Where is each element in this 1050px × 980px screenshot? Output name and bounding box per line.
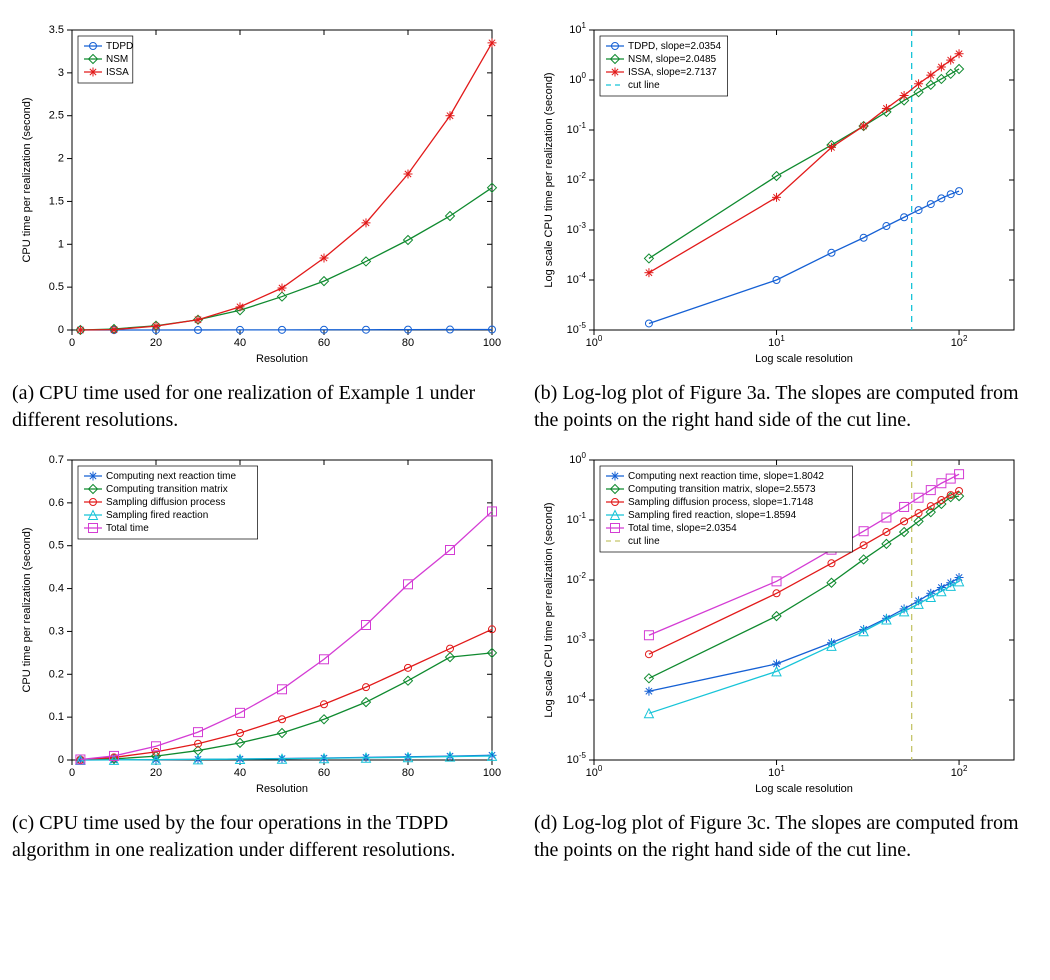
svg-text:0.1: 0.1 [49,711,64,723]
svg-text:0: 0 [69,337,75,349]
svg-text:100: 100 [586,334,603,349]
svg-text:100: 100 [483,337,501,349]
svg-text:80: 80 [402,767,414,779]
svg-text:Sampling diffusion process, sl: Sampling diffusion process, slope=1.7148 [628,497,814,508]
caption-c: (c) CPU time used by the four operations… [12,810,516,864]
svg-text:100: 100 [569,451,586,466]
svg-text:Resolution: Resolution [256,783,308,795]
svg-text:NSM: NSM [106,54,128,65]
svg-text:CPU time per realization (seco: CPU time per realization (second) [21,527,33,692]
svg-text:0: 0 [69,767,75,779]
svg-text:101: 101 [768,334,785,349]
svg-text:10-4: 10-4 [567,271,587,286]
svg-text:102: 102 [951,334,968,349]
svg-text:Computing next reaction time,: Computing next reaction time, slope=1.80… [628,471,824,482]
svg-text:0.7: 0.7 [49,454,64,466]
svg-text:0.3: 0.3 [49,625,64,637]
svg-text:Computing next reaction time: Computing next reaction time [106,471,237,482]
svg-text:10-1: 10-1 [567,121,587,136]
svg-text:10-2: 10-2 [567,171,587,186]
svg-text:20: 20 [150,767,162,779]
svg-text:ISSA: ISSA [106,67,129,78]
svg-text:10-3: 10-3 [567,221,587,236]
caption-a: (a) CPU time used for one realization of… [12,380,516,434]
svg-text:100: 100 [569,71,586,86]
svg-text:TDPD, slope=2.0354: TDPD, slope=2.0354 [628,41,722,52]
chart-a: 0 20 40 60 80 100 0 0.5 1 1.5 2 2.5 3 3.5 Resolution CP… [12,12,516,372]
svg-text:101: 101 [569,21,586,36]
svg-text:1.5: 1.5 [49,195,64,207]
svg-text:2.5: 2.5 [49,110,64,122]
caption-b: (b) Log-log plot of Figure 3a. The slope… [534,380,1038,434]
svg-text:Sampling fired reaction: Sampling fired reaction [106,510,208,521]
svg-text:0.5: 0.5 [49,540,64,552]
svg-text:Computing transition matrix: Computing transition matrix [106,484,228,495]
svg-text:Log scale resolution: Log scale resolution [755,353,853,365]
svg-text:10-2: 10-2 [567,571,587,586]
svg-text:3: 3 [58,67,64,79]
svg-text:Log scale resolution: Log scale resolution [755,783,853,795]
svg-text:102: 102 [951,764,968,779]
svg-text:3.5: 3.5 [49,24,64,36]
svg-text:10-1: 10-1 [567,511,587,526]
svg-text:60: 60 [318,767,330,779]
svg-text:0.5: 0.5 [49,281,64,293]
chart-c: 0 20 40 60 80 100 0 0.1 0.2 0.3 0.4 0.5 0.6 0.7 Resolu… [12,442,516,802]
caption-d: (d) Log-log plot of Figure 3c. The slope… [534,810,1038,864]
svg-text:101: 101 [768,764,785,779]
svg-text:Computing transition matrix, s: Computing transition matrix, slope=2.557… [628,484,816,495]
svg-text:2: 2 [58,153,64,165]
svg-text:NSM, slope=2.0485: NSM, slope=2.0485 [628,54,717,65]
svg-text:20: 20 [150,337,162,349]
svg-text:0: 0 [58,324,64,336]
svg-text:CPU time per realization (seco: CPU time per realization (second) [21,97,33,262]
svg-text:1: 1 [58,238,64,250]
svg-text:Resolution: Resolution [256,353,308,365]
svg-text:Sampling diffusion process: Sampling diffusion process [106,497,225,508]
chart-d: 100 101 102 10-5 10-4 10-3 10-2 10-1 100 Log scal… [534,442,1038,802]
svg-text:Log scale CPU time per realiza: Log scale CPU time per realization (seco… [543,502,555,717]
svg-text:ISSA, slope=2.7137: ISSA, slope=2.7137 [628,67,717,78]
svg-text:0: 0 [58,754,64,766]
svg-text:10-5: 10-5 [567,751,587,766]
svg-text:100: 100 [586,764,603,779]
svg-text:100: 100 [483,767,501,779]
svg-text:40: 40 [234,337,246,349]
svg-text:Total time, slope=2.0354: Total time, slope=2.0354 [628,523,737,534]
svg-text:Sampling fired reaction, slope: Sampling fired reaction, slope=1.8594 [628,510,797,521]
svg-text:0.6: 0.6 [49,497,64,509]
svg-text:0.4: 0.4 [49,583,64,595]
svg-text:10-4: 10-4 [567,691,587,706]
svg-text:60: 60 [318,337,330,349]
svg-text:40: 40 [234,767,246,779]
svg-text:Total time: Total time [106,523,149,534]
svg-text:0.2: 0.2 [49,668,64,680]
svg-text:10-3: 10-3 [567,631,587,646]
svg-text:10-5: 10-5 [567,321,587,336]
chart-b: 100 101 102 10-5 10-4 10-3 10-2 10-1 100 101 Log s… [534,12,1038,372]
svg-text:cut line: cut line [628,536,660,547]
svg-text:80: 80 [402,337,414,349]
svg-text:Log scale CPU time per realiza: Log scale CPU time per realization (seco… [543,72,555,287]
svg-text:TDPD: TDPD [106,41,133,52]
svg-text:cut line: cut line [628,80,660,91]
